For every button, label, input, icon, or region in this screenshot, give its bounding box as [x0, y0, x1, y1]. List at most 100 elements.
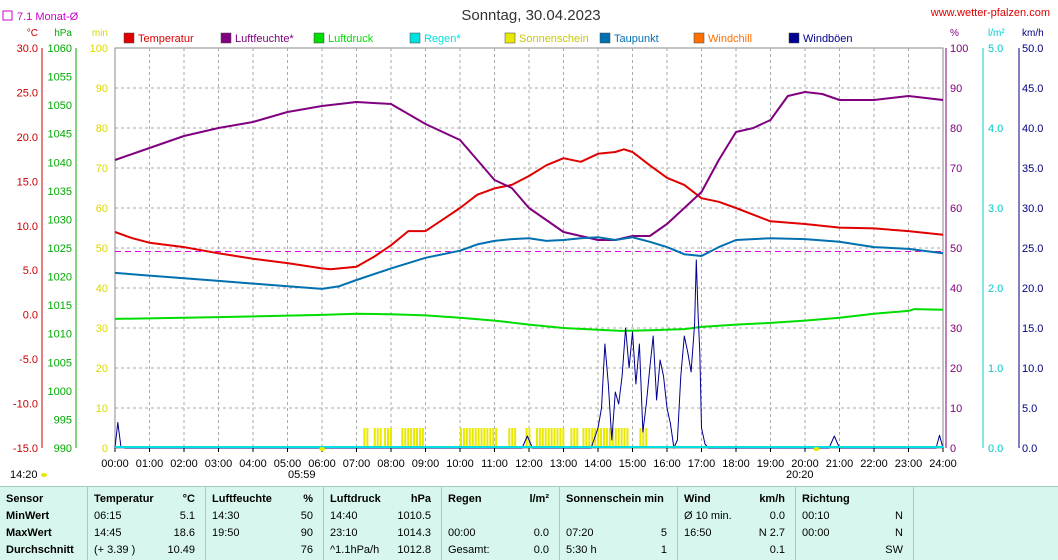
stats-cell-time: 5:30 h: [566, 544, 597, 556]
stats-cell-value: 10.49: [167, 544, 195, 556]
avg-checkbox-icon[interactable]: [2, 10, 13, 21]
sunshine-bar: [541, 428, 544, 448]
x-tick-label: 13:00: [550, 458, 578, 470]
stats-cell-value: 1010.5: [397, 510, 431, 522]
sunset-marker: [813, 447, 820, 451]
tick-label-wind: 50.0: [1022, 43, 1043, 55]
stats-header-unit: °C: [182, 493, 195, 505]
sunshine-bar: [486, 428, 489, 448]
sunshine-bar: [489, 428, 492, 448]
stats-cell: 16:50 N 2.7: [684, 525, 791, 541]
axis-unit-sunshine: min: [92, 28, 108, 39]
chart-grid: [114, 47, 944, 449]
tick-label-temp: 25.0: [17, 87, 38, 99]
sunshine-bar: [528, 428, 531, 448]
legend-label-luftfeuchte: Luftfeuchte*: [235, 33, 294, 45]
sunshine-bar: [492, 428, 495, 448]
stats-cell: [448, 508, 555, 524]
stats-cell-time: (+ 3.39 ): [94, 544, 136, 556]
tick-label-pressure: 1025: [48, 243, 72, 255]
sunshine-bar: [582, 428, 585, 448]
sunshine-bar: [597, 428, 600, 448]
stats-cell: 76: [212, 542, 319, 558]
x-tick-label: 07:00: [343, 458, 371, 470]
sunshine-bar: [480, 428, 483, 448]
sunshine-bar: [474, 428, 477, 448]
x-tick-label: 16:00: [653, 458, 681, 470]
series-line-luftdruck: [114, 308, 944, 332]
tick-label-sunshine: 70: [96, 163, 108, 175]
legend-label-taupunkt: Taupunkt: [614, 33, 659, 45]
stats-cell: 19:50 90: [212, 525, 319, 541]
sunshine-bar: [556, 428, 559, 448]
tick-label-pressure: 1030: [48, 214, 72, 226]
legend-swatch-luftdruck: [313, 32, 325, 44]
stats-col-3: Luftdruck hPa 14:40 1010.5 23:10 1014.3 ^1.1hP…: [324, 487, 442, 560]
sunshine-bar: [379, 428, 382, 448]
sunrise-time: 05:59: [288, 469, 316, 481]
tick-label-pressure: 1040: [48, 157, 72, 169]
tick-label-pressure: 1000: [48, 386, 72, 398]
sunshine-bar: [495, 428, 498, 448]
x-tick-label: 05:00: [274, 458, 302, 470]
stats-header: Richtung: [802, 491, 909, 507]
tick-label-pressure: 1015: [48, 300, 72, 312]
sunshine-bar: [605, 428, 608, 448]
tick-label-humidity: 10: [950, 403, 962, 415]
tick-label-sunshine: 0: [102, 443, 108, 455]
tick-label-sunshine: 90: [96, 83, 108, 95]
series-line-taupunkt: [114, 236, 944, 290]
tick-label-sunshine: 20: [96, 363, 108, 375]
monthly-avg-label: 7.1 Monat-Ø: [17, 11, 79, 23]
stats-cell-time: Ø 10 min.: [684, 510, 732, 522]
sunshine-bar: [508, 428, 511, 448]
axis-unit-humidity: %: [950, 28, 959, 39]
legend-label-regen: Regen*: [424, 33, 461, 45]
sunshine-bar: [642, 428, 645, 448]
stats-cell-value: N 2.7: [758, 527, 785, 539]
x-tick-label: 01:00: [136, 458, 164, 470]
x-tick-label: 00:00: [101, 458, 129, 470]
sunshine-bar: [401, 428, 404, 448]
sunshine-bar: [645, 428, 648, 448]
sunrise-marker: [319, 447, 325, 451]
site-link[interactable]: www.wetter-pfalzen.com: [930, 7, 1050, 19]
x-tick-label: 12:00: [515, 458, 543, 470]
stats-cell: 06:15 5.1: [94, 508, 201, 524]
tick-label-sunshine: 60: [96, 203, 108, 215]
tick-label-sunshine: 40: [96, 283, 108, 295]
data-series: [114, 91, 944, 449]
sunset-time: 20:20: [786, 469, 814, 481]
tick-label-sunshine: 30: [96, 323, 108, 335]
sunshine-bar: [366, 428, 369, 448]
chart-title: Sonntag, 30.04.2023: [461, 7, 600, 24]
axis-unit-temp: °C: [27, 28, 38, 39]
stats-cell-value: 76: [300, 544, 313, 556]
stats-header: Regen l/m²: [448, 491, 555, 507]
sunshine-bar: [550, 428, 553, 448]
tick-label-humidity: 0: [950, 443, 956, 455]
sunshine-bar: [460, 428, 462, 448]
series-line-windben: [114, 259, 944, 449]
sunshine-bar: [585, 428, 588, 448]
stats-cell: Gesamt: 0.0: [448, 542, 555, 558]
stats-cell-value: 0.0: [769, 510, 785, 522]
stats-cell: 23:10 1014.3: [330, 525, 437, 541]
stats-header-unit: l/m²: [529, 493, 549, 505]
stats-header: Wind km/h: [684, 491, 791, 507]
legend-swatch-windben: [788, 32, 800, 44]
tick-label-pressure: 990: [54, 443, 72, 455]
sunshine-bar: [421, 428, 424, 448]
x-tick-label: 09:00: [412, 458, 440, 470]
tick-label-wind: 20.0: [1022, 283, 1043, 295]
statistics-table: Sensor MinWert MaxWert Durchschnitt Temperat…: [0, 486, 1058, 560]
legend-swatch-taupunkt: [599, 32, 611, 44]
stats-cell-value: 18.6: [173, 527, 195, 539]
stats-cell-time: 23:10: [330, 527, 358, 539]
sunshine-bar: [639, 428, 642, 448]
sunshine-bar: [511, 428, 514, 448]
stats-cell-time: 14:40: [330, 510, 358, 522]
tick-label-rain: 2.0: [988, 283, 1003, 295]
sunshine-bar: [407, 428, 410, 448]
stats-cell-time: Gesamt:: [448, 544, 490, 556]
